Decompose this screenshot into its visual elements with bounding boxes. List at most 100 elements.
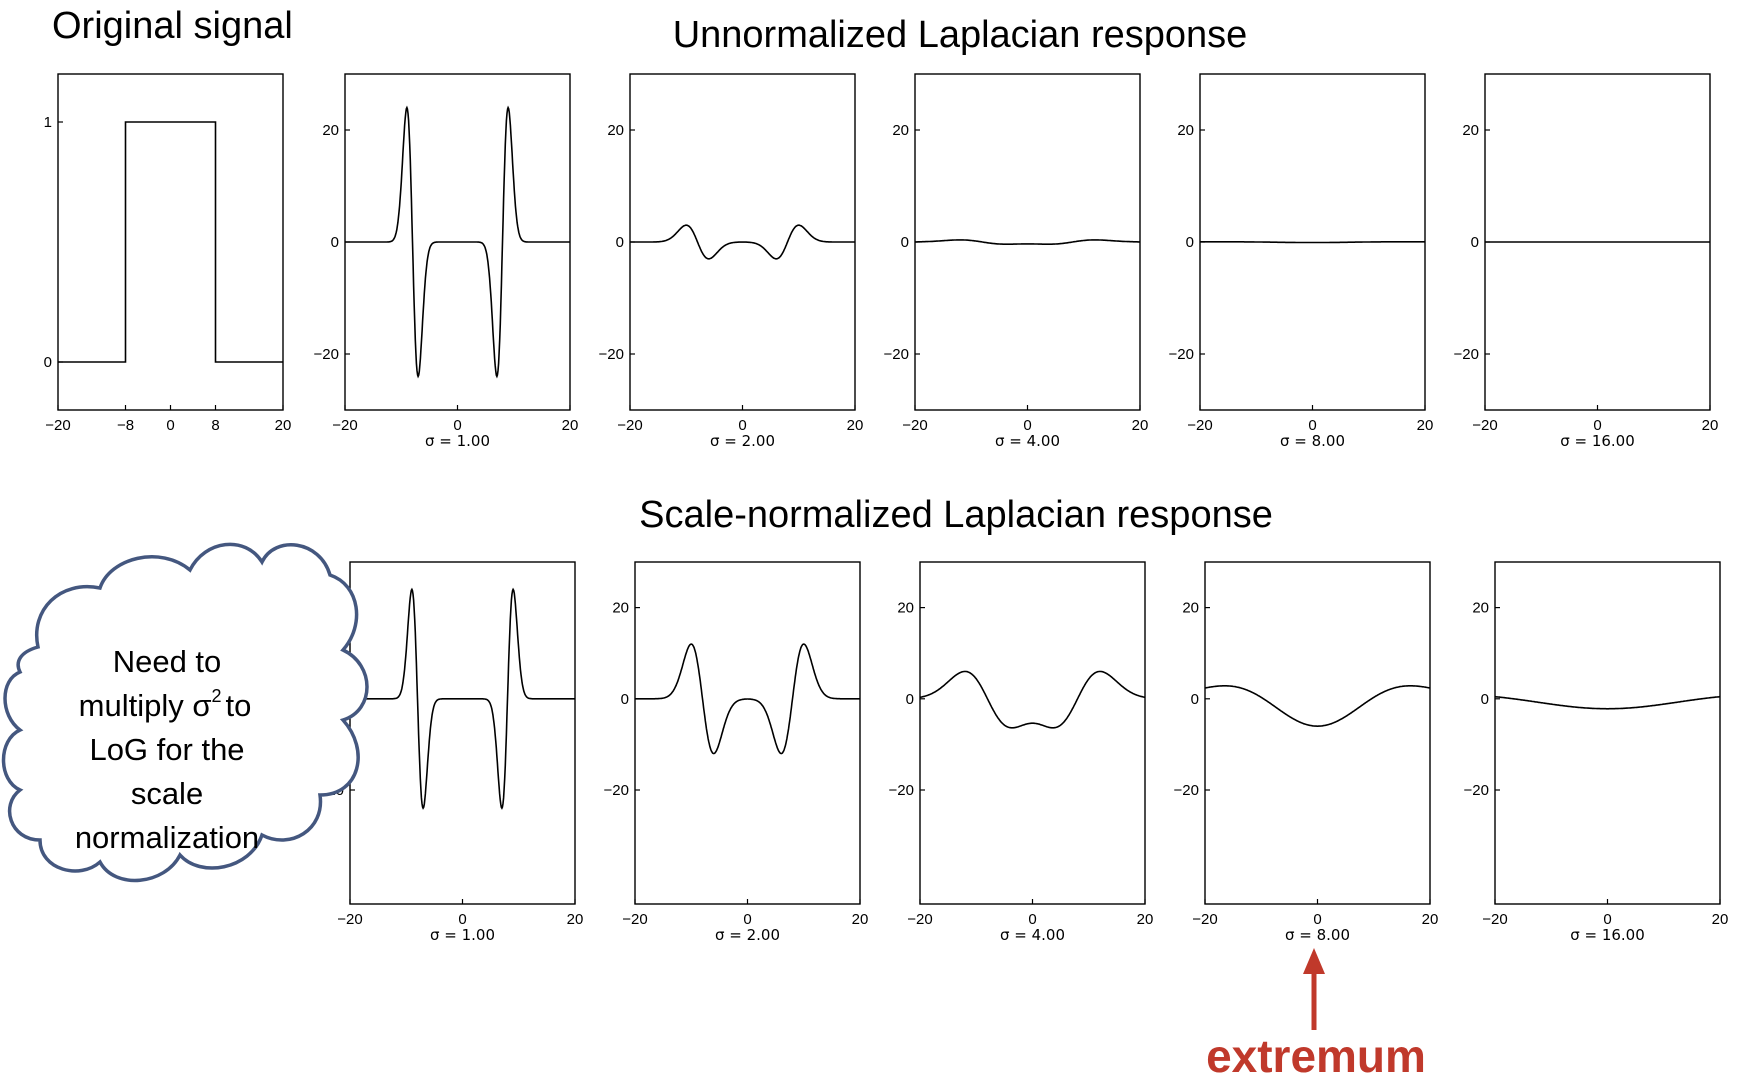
x-tick-label: −8 — [117, 417, 134, 434]
y-tick-label: 0 — [1471, 234, 1479, 251]
series-line — [1204, 685, 1431, 727]
axes-frame — [919, 561, 1146, 905]
x-tick-label: 20 — [1137, 911, 1154, 928]
x-tick-label: −20 — [622, 911, 647, 928]
x-tick-label: 20 — [1417, 417, 1434, 434]
y-tick-label: 20 — [1177, 122, 1194, 139]
sigma-label: σ = 16.00 — [1570, 926, 1645, 944]
cloud-line-2: multiply σ2 to — [79, 686, 252, 723]
y-tick-label: 20 — [892, 122, 909, 139]
y-tick-label: −20 — [884, 346, 909, 363]
x-tick-label: −20 — [45, 417, 70, 434]
y-tick-label: 20 — [1462, 122, 1479, 139]
x-tick-label: 0 — [1313, 911, 1321, 928]
normalized-heading: Scale-normalized Laplacian response — [639, 494, 1273, 536]
x-tick-label: 0 — [738, 417, 746, 434]
cloud-line-1: Need to — [113, 644, 222, 679]
x-tick-label: −20 — [1187, 417, 1212, 434]
x-tick-label: 0 — [1023, 417, 1031, 434]
y-tick-label: 20 — [607, 122, 624, 139]
x-tick-label: 8 — [211, 417, 219, 434]
extremum-annotation: extremum — [1206, 948, 1426, 1082]
sigma-label: σ = 2.00 — [710, 432, 775, 450]
y-tick-label: 0 — [44, 354, 52, 371]
x-tick-label: 20 — [847, 417, 864, 434]
axes-frame — [1494, 561, 1721, 905]
axes-frame — [57, 73, 284, 411]
axes-frame — [1204, 561, 1431, 905]
x-tick-label: 0 — [453, 417, 461, 434]
cloud-line-4: scale — [131, 776, 203, 811]
y-tick-label: −20 — [599, 346, 624, 363]
sigma-label: σ = 16.00 — [1560, 432, 1635, 450]
sigma-label: σ = 1.00 — [425, 432, 490, 450]
panel-unnormalized-sigma-8: −20 0 20 −20 0 20 σ = 8.00 — [1169, 73, 1434, 450]
extremum-arrow-head — [1303, 948, 1325, 974]
cloud-line-3: LoG for the — [89, 732, 244, 767]
original-signal-heading: Original signal — [52, 5, 293, 47]
x-tick-label: −20 — [617, 417, 642, 434]
x-tick-label: −20 — [1482, 911, 1507, 928]
unnormalized-heading: Unnormalized Laplacian response — [673, 14, 1248, 56]
x-tick-label: 0 — [166, 417, 174, 434]
x-tick-label: 20 — [1702, 417, 1719, 434]
x-tick-label: 20 — [1712, 911, 1729, 928]
cloud-superscript: 2 — [211, 686, 221, 706]
sigma-label: σ = 1.00 — [430, 926, 495, 944]
y-tick-label: 0 — [1481, 691, 1489, 708]
y-tick-label: −20 — [1169, 346, 1194, 363]
cloud-line-2-text: multiply σ — [79, 688, 212, 723]
x-tick-label: 0 — [458, 911, 466, 928]
panel-normalized-sigma-2: −20 0 20 −20 0 20 σ = 2.00 — [604, 561, 869, 944]
x-tick-label: 0 — [1028, 911, 1036, 928]
cloud-after-superscript: to — [225, 688, 251, 723]
x-tick-label: −20 — [907, 911, 932, 928]
series-line — [58, 121, 283, 363]
y-tick-label: −20 — [604, 782, 629, 799]
y-tick-label: 0 — [906, 691, 914, 708]
series-line — [915, 239, 1140, 245]
series-line — [345, 105, 570, 379]
y-tick-label: −20 — [1454, 346, 1479, 363]
series-line — [1200, 241, 1425, 244]
x-tick-label: 0 — [1593, 417, 1601, 434]
panel-unnormalized-sigma-4: −20 0 20 −20 0 20 σ = 4.00 — [884, 73, 1149, 450]
y-tick-label: 20 — [322, 122, 339, 139]
axes-frame — [634, 561, 861, 905]
panel-normalized-sigma-4: −20 0 20 −20 0 20 σ = 4.00 — [889, 561, 1154, 944]
y-tick-label: 0 — [1186, 234, 1194, 251]
sigma-label: σ = 2.00 — [715, 926, 780, 944]
series-line — [1495, 695, 1720, 710]
panel-normalized-sigma-8: −20 0 20 −20 0 20 σ = 8.00 — [1174, 561, 1438, 944]
sigma-label: σ = 4.00 — [995, 432, 1060, 450]
series-line — [635, 643, 860, 755]
axes-frame — [349, 561, 576, 905]
sigma-label: σ = 4.00 — [1000, 926, 1065, 944]
extremum-label: extremum — [1206, 1030, 1426, 1082]
y-tick-label: −20 — [314, 346, 339, 363]
y-tick-label: 1 — [44, 114, 52, 131]
series-line — [919, 670, 1146, 729]
x-tick-label: 20 — [275, 417, 292, 434]
y-tick-label: 20 — [1182, 600, 1199, 617]
note-cloud: Need to multiply σ2 to LoG for the scale … — [1, 542, 369, 883]
x-tick-label: 0 — [1308, 417, 1316, 434]
y-tick-label: 20 — [1472, 600, 1489, 617]
y-tick-label: −20 — [1464, 782, 1489, 799]
x-tick-label: 20 — [1132, 417, 1149, 434]
y-tick-label: 0 — [1191, 691, 1199, 708]
y-tick-label: −20 — [1174, 782, 1199, 799]
panel-original: −20 −8 0 8 20 0 1 — [44, 73, 292, 434]
x-tick-label: 20 — [562, 417, 579, 434]
series-line — [630, 224, 855, 260]
panel-unnormalized-sigma-16: −20 0 20 −20 0 20 σ = 16.00 — [1454, 73, 1719, 450]
x-tick-label: 20 — [852, 911, 869, 928]
y-tick-label: −20 — [889, 782, 914, 799]
panel-unnormalized-sigma-2: −20 0 20 −20 0 20 σ = 2.00 — [599, 73, 864, 450]
series-line — [350, 587, 575, 810]
y-tick-label: 0 — [901, 234, 909, 251]
panel-normalized-sigma-16: −20 0 20 −20 0 20 σ = 16.00 — [1464, 561, 1729, 944]
x-tick-label: −20 — [1192, 911, 1217, 928]
cloud-shape — [1, 542, 369, 883]
